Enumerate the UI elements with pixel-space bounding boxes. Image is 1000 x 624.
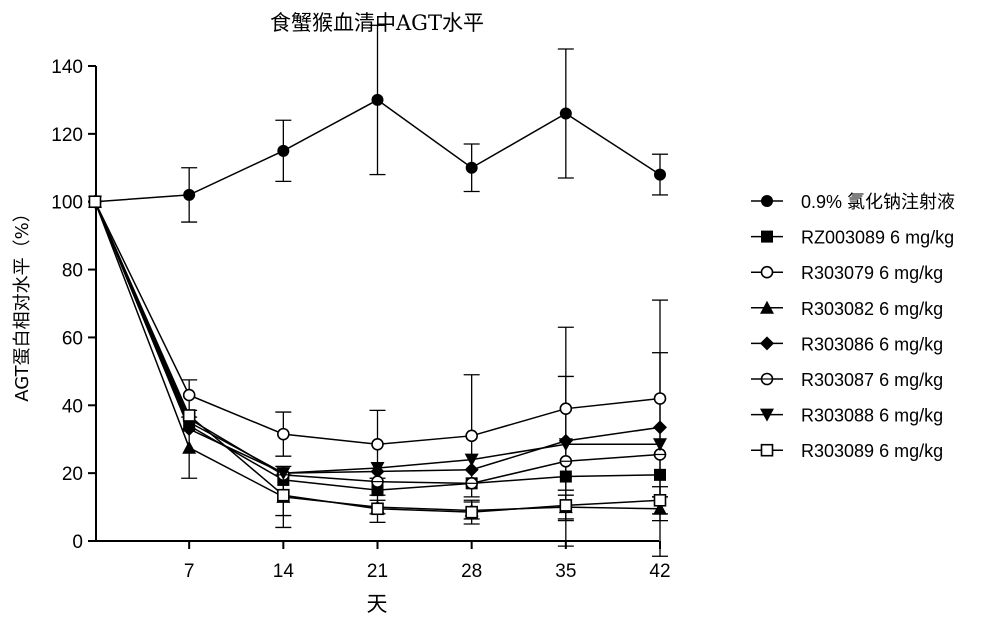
legend-label: RZ003089 6 mg/kg: [801, 228, 954, 248]
data-point-circle: [277, 144, 290, 157]
data-point-open-square: [182, 409, 196, 422]
x-tick-label: 21: [367, 561, 388, 582]
data-point-diamond: [760, 336, 774, 351]
x-tick-label: 14: [273, 561, 295, 582]
legend-item: R303082 6 mg/kg: [751, 299, 943, 319]
data-point-triangle-down: [276, 467, 291, 481]
series-markers: [88, 93, 667, 519]
x-tick-label: 35: [555, 561, 576, 582]
x-axis-title: 天: [367, 592, 388, 616]
data-point-open-circle: [371, 438, 384, 451]
data-point-open-circle: [465, 429, 478, 443]
data-point-square: [761, 230, 773, 243]
data-point-diamond: [653, 420, 667, 435]
data-point-diamond: [464, 462, 479, 477]
data-point-crossed-circle: [371, 475, 384, 488]
data-point-open-square: [465, 505, 478, 519]
legend-label: R303079 6 mg/kg: [801, 263, 943, 283]
data-point-open-circle: [559, 402, 573, 415]
data-point-open-square: [371, 502, 384, 516]
data-point-open-square: [559, 499, 573, 512]
y-axis-title: AGT蛋白相对水平（%）: [12, 204, 33, 401]
data-point-open-square: [277, 488, 290, 502]
x-tick-label: 7: [184, 561, 195, 582]
y-tick-label: 40: [62, 396, 83, 417]
legend-label: R303089 6 mg/kg: [801, 441, 943, 461]
data-point-circle: [654, 168, 666, 181]
x-tick-label: 28: [461, 561, 482, 582]
data-point-open-circle: [277, 427, 290, 441]
legend-item: 0.9% 氯化钠注射液: [751, 192, 955, 212]
axes: 0 20 40 60 80 100 120 140 7 14 21 28 35 42: [51, 57, 670, 582]
legend-item: R303089 6 mg/kg: [751, 441, 943, 461]
data-point-circle: [559, 107, 572, 120]
x-tick-label: 42: [649, 561, 670, 582]
legend-item: R303088 6 mg/kg: [751, 406, 943, 426]
data-point-triangle-down: [760, 408, 774, 422]
legend-label: R303088 6 mg/kg: [801, 406, 943, 426]
data-point-crossed-circle: [760, 372, 774, 386]
y-tick-label: 140: [51, 57, 83, 78]
y-tick-label: 60: [62, 328, 83, 349]
data-point-open-square: [760, 443, 774, 457]
data-point-triangle-down: [558, 438, 573, 452]
legend-label: 0.9% 氯化钠注射液: [801, 192, 955, 212]
y-tick-label: 0: [72, 532, 83, 553]
y-tick-label: 120: [51, 125, 83, 146]
data-point-triangle-down: [653, 438, 667, 452]
data-point-triangle-up: [653, 501, 667, 515]
y-tick-label: 100: [51, 193, 83, 214]
data-point-triangle-up: [182, 440, 197, 454]
legend-item: R303079 6 mg/kg: [751, 263, 943, 283]
data-point-triangle-down: [370, 462, 385, 476]
legend: 0.9% 氯化钠注射液 RZ003089 6 mg/kg R303079 6 mg/…: [751, 192, 955, 461]
data-point-crossed-circle: [559, 454, 573, 468]
data-point-open-circle: [760, 265, 774, 279]
data-point-open-square: [653, 493, 667, 507]
data-point-circle: [465, 161, 478, 174]
data-point-circle: [371, 93, 384, 106]
data-point-open-square: [88, 195, 102, 209]
legend-item: RZ003089 6 mg/kg: [751, 228, 954, 248]
data-point-open-circle: [182, 388, 196, 402]
legend-label: R303087 6 mg/kg: [801, 370, 943, 390]
data-point-square: [559, 470, 572, 483]
legend-label: R303086 6 mg/kg: [801, 334, 943, 354]
data-point-triangle-up: [760, 300, 774, 314]
data-point-circle: [761, 195, 773, 207]
data-point-crossed-circle: [465, 477, 478, 490]
data-point-open-circle: [653, 392, 667, 405]
legend-item: R303086 6 mg/kg: [751, 334, 943, 354]
legend-item: R303087 6 mg/kg: [751, 370, 943, 390]
data-point-triangle-down: [464, 453, 479, 467]
data-point-circle: [183, 188, 196, 201]
data-point-square: [654, 468, 666, 481]
y-tick-label: 20: [62, 464, 83, 485]
y-tick-label: 80: [62, 261, 83, 282]
legend-label: R303082 6 mg/kg: [801, 299, 943, 319]
